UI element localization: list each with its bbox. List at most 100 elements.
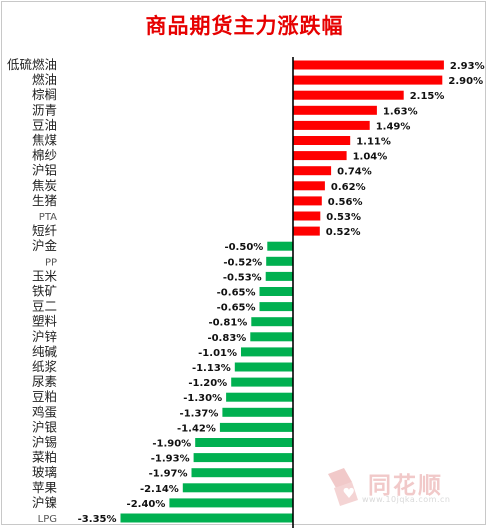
value-label: -0.52% [223,257,262,268]
value-label: 2.93% [450,61,485,72]
category-label: 尿素 [32,374,57,389]
category-label: 苹果 [32,480,58,495]
watermark-url: www.10jqka.com.cn [362,495,451,504]
bar [231,377,293,387]
tonghuashun-logo-icon [328,468,358,506]
value-label: -2.14% [140,484,179,495]
bar [226,392,294,402]
value-label: -3.35% [78,514,117,525]
category-label: 塑料 [32,314,58,329]
value-label: -1.42% [177,423,216,434]
value-label: -1.30% [183,393,222,404]
category-label: 玻璃 [32,465,57,480]
value-label: -1.20% [188,378,227,389]
value-label: 2.90% [448,76,483,87]
bar [259,287,293,296]
category-label: 沪铝 [32,163,57,178]
value-label: -1.90% [152,439,191,450]
bar [191,468,293,478]
value-label: 0.74% [337,167,372,178]
value-label: -0.65% [217,303,256,314]
category-label: 沪银 [32,419,58,434]
value-label: -0.65% [217,288,256,299]
category-label: 纯碱 [32,344,58,359]
category-label: 豆粕 [32,389,57,404]
category-label: 棕榈 [32,87,57,102]
bar [234,362,293,372]
category-label: 焦炭 [32,178,57,193]
bar [267,241,294,251]
bar [250,332,293,342]
value-label: -1.01% [198,348,237,359]
bar [259,302,293,312]
bar [293,90,404,100]
value-label: 0.56% [328,197,363,208]
bar [293,151,347,161]
value-label: -0.50% [224,242,263,253]
bar [293,196,322,206]
value-label: -1.93% [151,454,190,465]
bar [120,513,293,523]
watermark: 同花顺 www.10jqka.com.cn [318,464,478,514]
value-label: 1.63% [383,106,418,117]
category-label: 沪镍 [32,495,57,510]
bar [293,226,320,236]
category-label: 燃油 [32,72,57,87]
bar [182,483,293,493]
value-label: 1.49% [376,121,411,132]
bar [293,105,377,115]
category-label: 铁矿 [32,284,57,299]
value-label: 0.52% [326,227,361,238]
chart-title: 商品期货主力涨跌幅 [145,13,344,38]
value-label: 0.62% [331,182,366,193]
category-label: 焦煤 [32,133,58,148]
category-label: 纸浆 [32,359,58,374]
bar [293,75,443,85]
value-label: 2.15% [410,91,445,102]
value-label: 0.53% [326,212,361,223]
bar [222,407,293,417]
category-label: 豆二 [32,299,57,314]
category-label: PTA [39,212,57,223]
bar [241,347,293,357]
category-label: 生猪 [32,193,57,208]
category-label: 玉米 [32,268,58,283]
bar [265,271,293,281]
category-label: 沥青 [32,102,57,117]
value-label: -1.97% [149,469,188,480]
category-label: 短纤 [32,223,58,238]
watermark-brand: 同花顺 [368,473,443,499]
value-label: -1.13% [192,363,231,374]
category-label: 低硫燃油 [7,57,57,72]
bar [219,422,293,432]
category-label: 沪锡 [32,435,57,450]
value-label: 1.04% [353,152,388,163]
category-label: 鸡蛋 [32,404,57,419]
bar [293,120,370,130]
bar [293,60,444,70]
bar [293,211,321,221]
bar [293,136,351,145]
category-label: 豆油 [32,117,57,132]
category-label: LPG [38,514,57,525]
category-label: PP [45,257,57,268]
value-label: -0.83% [207,333,246,344]
value-label: 1.11% [356,137,391,148]
category-label: 菜粕 [32,450,57,465]
value-label: -0.81% [208,318,247,329]
bar [266,256,293,266]
bar [251,317,293,327]
category-label: 棉纱 [32,148,57,163]
category-label: 沪锌 [32,329,57,344]
bar [193,453,293,463]
bar [293,166,332,176]
value-label: -0.53% [223,272,262,283]
bar [293,181,325,191]
value-label: -2.40% [127,499,166,510]
bar [169,498,293,508]
value-label: -1.37% [180,408,219,419]
bar [195,438,293,447]
category-label: 沪金 [32,238,58,253]
